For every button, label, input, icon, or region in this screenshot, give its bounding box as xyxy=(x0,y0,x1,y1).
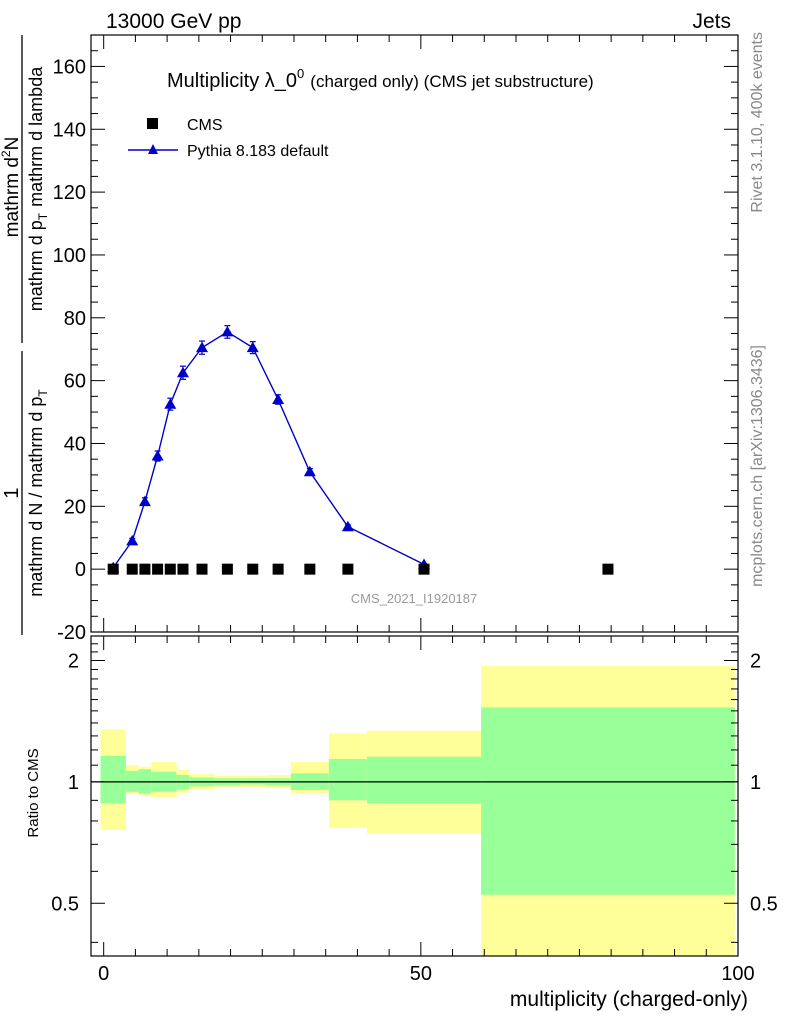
cms-point xyxy=(126,563,138,575)
cms-point xyxy=(342,563,354,575)
legend-cms-label: CMS xyxy=(187,117,223,134)
pythia-point xyxy=(151,450,164,461)
ratio-xtick-label: 50 xyxy=(410,963,432,985)
ratio-ytick-label-right: 0.5 xyxy=(750,893,778,915)
cms-point xyxy=(418,563,430,575)
main-data-layer xyxy=(107,325,614,575)
cms-point xyxy=(304,563,316,575)
ylabel-deriv-denom: mathrm d pTmathrm d lambda xyxy=(26,66,50,311)
ylabel-deriv-numer-text: mathrm d xyxy=(2,157,23,237)
ratio-panel: 0.5 0.5 1 1 2 2 0 50 100 Ratio to CMS multiplici… xyxy=(25,635,778,1011)
cms-point xyxy=(602,563,614,575)
ratio-xtick-label: 100 xyxy=(721,963,754,985)
pythia-point xyxy=(272,393,285,404)
ylabel-deriv-denom-sub: T xyxy=(36,212,50,220)
mcplots-label: mcplots.cern.ch [arXiv:1306.3436] xyxy=(749,345,766,587)
ratio-ytick-label: 1 xyxy=(68,772,79,794)
main-ytick-label: 60 xyxy=(64,371,86,393)
cms-point xyxy=(107,563,119,575)
header-energy-label: 13000 GeV pp xyxy=(106,10,241,33)
analysis-watermark: CMS_2021_I1920187 xyxy=(351,591,478,606)
main-axis-ticks: -20 0 20 40 60 80 100 120 140 160 xyxy=(53,34,739,644)
cms-point xyxy=(164,563,176,575)
chart-title: Multiplicity λ_00 (charged only) (CMS jet… xyxy=(167,66,594,92)
rivet-version-label: Rivet 3.1.10, 400k events xyxy=(749,32,766,213)
cms-point xyxy=(272,563,284,575)
main-ytick-label: 40 xyxy=(64,433,86,455)
main-ytick-label: 0 xyxy=(75,559,86,581)
legend-pythia-marker xyxy=(148,144,158,154)
ylabel-deriv-numer-sup: 2 xyxy=(0,150,13,157)
ratio-band-inner xyxy=(100,755,126,804)
legend: CMS Pythia 8.183 default xyxy=(128,117,329,160)
pythia-point xyxy=(164,398,177,409)
ratio-ytick-label: 0.5 xyxy=(51,893,79,915)
main-ytick-label: 20 xyxy=(64,496,86,518)
cms-point xyxy=(177,563,189,575)
ratio-xtick-label: 0 xyxy=(98,963,109,985)
cms-point xyxy=(139,563,151,575)
main-ytick-label: 160 xyxy=(53,56,86,78)
ratio-ytick-label: 2 xyxy=(68,650,79,672)
pythia-point xyxy=(341,520,354,532)
ratio-band-layer xyxy=(100,665,735,956)
pythia-point xyxy=(126,534,139,546)
ylabel-deriv-denom-rest: mathrm d lambda xyxy=(26,66,46,207)
ylabel-factor-numer: 1 xyxy=(1,487,23,498)
pythia-series-line xyxy=(112,331,425,569)
chart-title-main: Multiplicity λ_0 xyxy=(167,70,297,92)
ratio-axis-ticks: 0.5 0.5 1 1 2 2 0 50 100 xyxy=(51,636,778,985)
pythia-point xyxy=(246,341,259,353)
legend-pythia-label: Pythia 8.183 default xyxy=(187,143,329,160)
ratio-band-inner xyxy=(481,707,735,895)
ratio-ytick-label-right: 2 xyxy=(750,650,761,672)
main-ytick-label: 140 xyxy=(53,119,86,141)
pythia-point xyxy=(303,465,316,477)
ratio-ylabel: Ratio to CMS xyxy=(25,748,42,837)
chart-title-sup: 0 xyxy=(297,66,304,81)
ratio-band-inner xyxy=(328,758,367,801)
main-ylabel: 1 mathrm d N / mathrm d pT mathrm d2N ma… xyxy=(0,35,50,635)
cms-point xyxy=(221,563,233,575)
main-ytick-label: -20 xyxy=(57,622,86,644)
ratio-ytick-label-right: 1 xyxy=(750,772,761,794)
x-axis-label: multiplicity (charged-only) xyxy=(510,988,748,1011)
ylabel-deriv-denom-text: mathrm d p xyxy=(26,220,46,311)
ratio-band-inner xyxy=(366,756,482,804)
cms-point xyxy=(247,563,259,575)
ylabel-factor-denom: mathrm d N / mathrm d pT xyxy=(26,389,50,597)
pythia-point xyxy=(196,341,209,353)
ratio-frame xyxy=(90,635,739,957)
cms-point xyxy=(152,563,164,575)
main-ytick-label: 120 xyxy=(53,182,86,204)
ylabel-factor-denom-text: mathrm d N / mathrm d p xyxy=(26,397,46,597)
pythia-point xyxy=(138,495,151,507)
main-ytick-label: 100 xyxy=(53,245,86,267)
legend-cms-marker xyxy=(147,118,158,129)
ylabel-factor-denom-sub: T xyxy=(36,389,50,397)
pythia-point xyxy=(221,325,234,337)
pythia-point xyxy=(176,366,189,378)
header-process-label: Jets xyxy=(692,10,731,33)
ylabel-deriv-numer: mathrm d2N xyxy=(0,137,23,238)
cms-point xyxy=(196,563,208,575)
main-ytick-label: 80 xyxy=(64,308,86,330)
chart-title-rest: (charged only) (CMS jet substructure) xyxy=(310,72,593,91)
ylabel-deriv-numer-rest: N xyxy=(2,137,23,151)
